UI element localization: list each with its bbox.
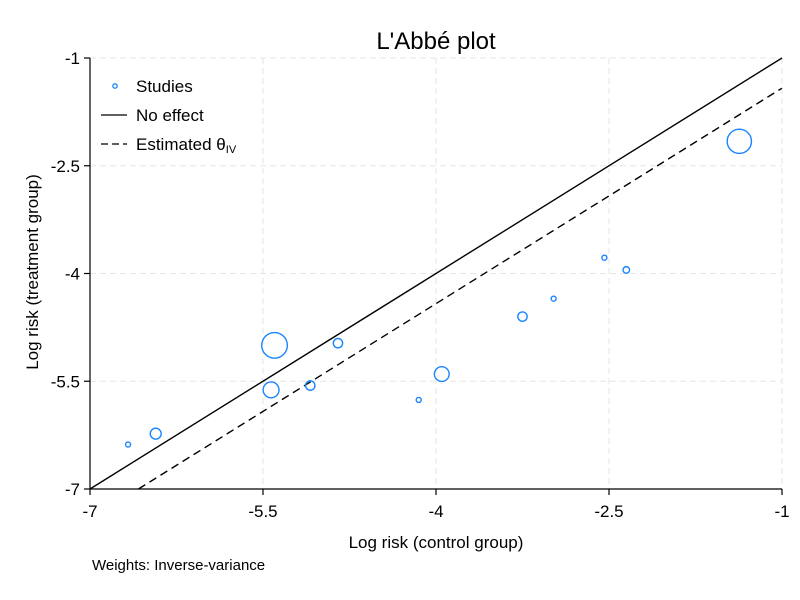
estimated-effect-line xyxy=(138,87,783,490)
chart-title: L'Abbé plot xyxy=(376,28,496,55)
y-tick-label: -1 xyxy=(65,49,80,68)
legend: Studies No effect Estimated θIV xyxy=(101,77,237,156)
x-axis-label: Log risk (control group) xyxy=(349,533,524,552)
y-tick-label: -2.5 xyxy=(51,157,80,176)
weights-note: Weights: Inverse-variance xyxy=(92,557,266,574)
legend-no-effect-label: No effect xyxy=(136,106,204,125)
y-tick-label: -7 xyxy=(65,480,80,499)
x-tick-label: -7 xyxy=(82,502,97,521)
study-point xyxy=(262,381,280,399)
study-point xyxy=(415,396,422,404)
study-point xyxy=(726,128,753,155)
legend-studies-marker xyxy=(112,83,118,89)
tick-labels: -7 -5.5 -4 -2.5 -1 -7 -5.5 -4 -2.5 -1 xyxy=(51,49,790,521)
study-point xyxy=(433,365,450,383)
axes xyxy=(84,57,783,495)
no-effect-line xyxy=(89,57,783,490)
study-point xyxy=(550,295,557,302)
x-tick-label: -5.5 xyxy=(248,502,277,521)
x-tick-label: -2.5 xyxy=(594,502,623,521)
study-point xyxy=(601,254,608,261)
reference-lines xyxy=(89,57,783,490)
legend-estimated-label: Estimated θIV xyxy=(136,135,237,156)
x-tick-label: -4 xyxy=(428,502,443,521)
legend-studies-label: Studies xyxy=(136,77,193,96)
x-tick-label: -1 xyxy=(774,502,789,521)
study-point xyxy=(304,380,316,391)
study-point xyxy=(622,265,631,274)
legend-estimated-text: Estimated θ xyxy=(136,135,226,154)
study-point xyxy=(332,337,344,349)
y-tick-label: -5.5 xyxy=(51,372,80,391)
study-point xyxy=(261,331,289,359)
y-axis-label: Log risk (treatment group) xyxy=(23,174,42,370)
y-tick-label: -4 xyxy=(65,265,80,284)
study-points xyxy=(124,128,753,448)
study-point xyxy=(517,311,528,322)
study-point xyxy=(124,441,132,448)
legend-estimated-subscript: IV xyxy=(226,144,237,156)
study-point xyxy=(149,427,162,440)
